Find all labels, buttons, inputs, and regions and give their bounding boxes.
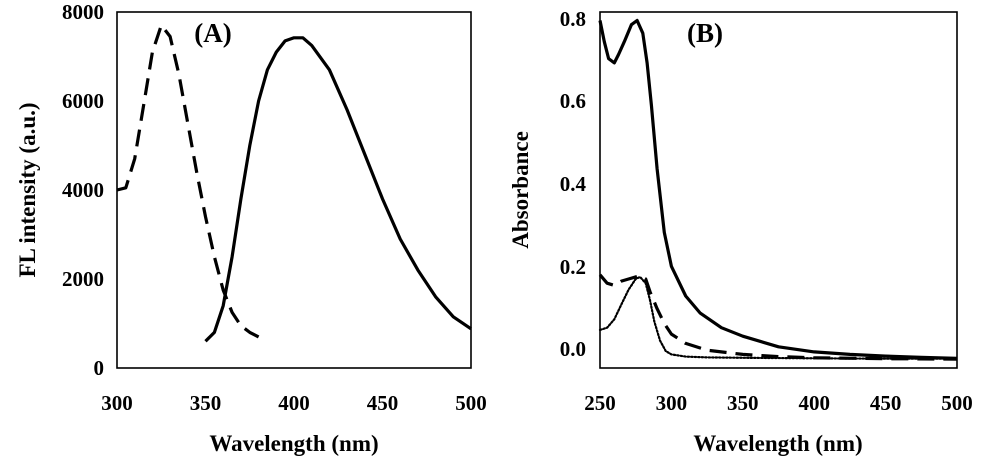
panel-b-y-tick-label: 0.6 [560, 89, 586, 113]
panel-b-title: (B) [687, 18, 723, 48]
panel-a-x-tick-label: 450 [367, 391, 399, 415]
panel-b-x-tick-label: 250 [584, 391, 616, 415]
panel-b-x-tick-label: 350 [727, 391, 759, 415]
panel-b-x-tick-label: 500 [941, 391, 973, 415]
panel-b-y-tick-label: 0.0 [560, 337, 586, 361]
panel-b-x-axis-label: Wavelength (nm) [693, 431, 862, 456]
panel-a-y-tick-label: 4000 [62, 178, 104, 202]
panel-b-y-tick-label: 0.8 [560, 7, 586, 31]
panel-a-y-ticks: 0 2000 4000 6000 8000 [62, 0, 104, 380]
panel-b-series-dashed [598, 273, 958, 361]
panel-a-x-ticks: 300 350 400 450 500 [101, 391, 487, 415]
panel-a-x-tick-label: 300 [101, 391, 133, 415]
panel-b-x-tick-label: 400 [798, 391, 830, 415]
panel-a-plot-frame [116, 11, 472, 369]
panel-b-x-tick-label: 450 [870, 391, 902, 415]
panel-a-series-group [116, 23, 472, 343]
panel-b-x-ticks: 250 300 350 400 450 500 [584, 391, 973, 415]
panel-a-x-axis-label: Wavelength (nm) [209, 431, 378, 456]
panel-a-y-tick-label: 6000 [62, 89, 104, 113]
panel-b-x-tick-label: 300 [656, 391, 688, 415]
panel-b-y-axis-label: Absorbance [508, 131, 533, 249]
panel-b-series-group [598, 18, 959, 361]
panel-a-y-tick-label: 8000 [62, 0, 104, 24]
panel-a-x-tick-label: 400 [278, 391, 310, 415]
panel-b-y-tick-label: 0.2 [560, 255, 586, 279]
panel-a-y-tick-label: 2000 [62, 267, 104, 291]
panel-a-y-axis-label: FL intensity (a.u.) [15, 102, 40, 277]
panel-b-y-ticks: 0.0 0.2 0.4 0.6 0.8 [560, 7, 587, 361]
panel-a-title: (A) [194, 18, 231, 48]
panel-a-series-emission [204, 36, 472, 343]
panel-a-x-tick-label: 350 [190, 391, 222, 415]
panel-b-series-dotted [598, 275, 959, 360]
panel-b-y-tick-label: 0.4 [560, 172, 587, 196]
panel-b-series-solid [598, 18, 958, 360]
panel-a-series-excitation [116, 23, 260, 339]
panel-b-plot-frame [599, 11, 958, 369]
panel-a: 300 350 400 450 500 0 2000 4000 6000 800… [15, 0, 487, 456]
panel-a-y-tick-label: 0 [94, 356, 105, 380]
panel-b: 250 300 350 400 450 500 0.0 0.2 0.4 0.6 … [508, 7, 973, 456]
panel-a-x-tick-label: 500 [455, 391, 487, 415]
